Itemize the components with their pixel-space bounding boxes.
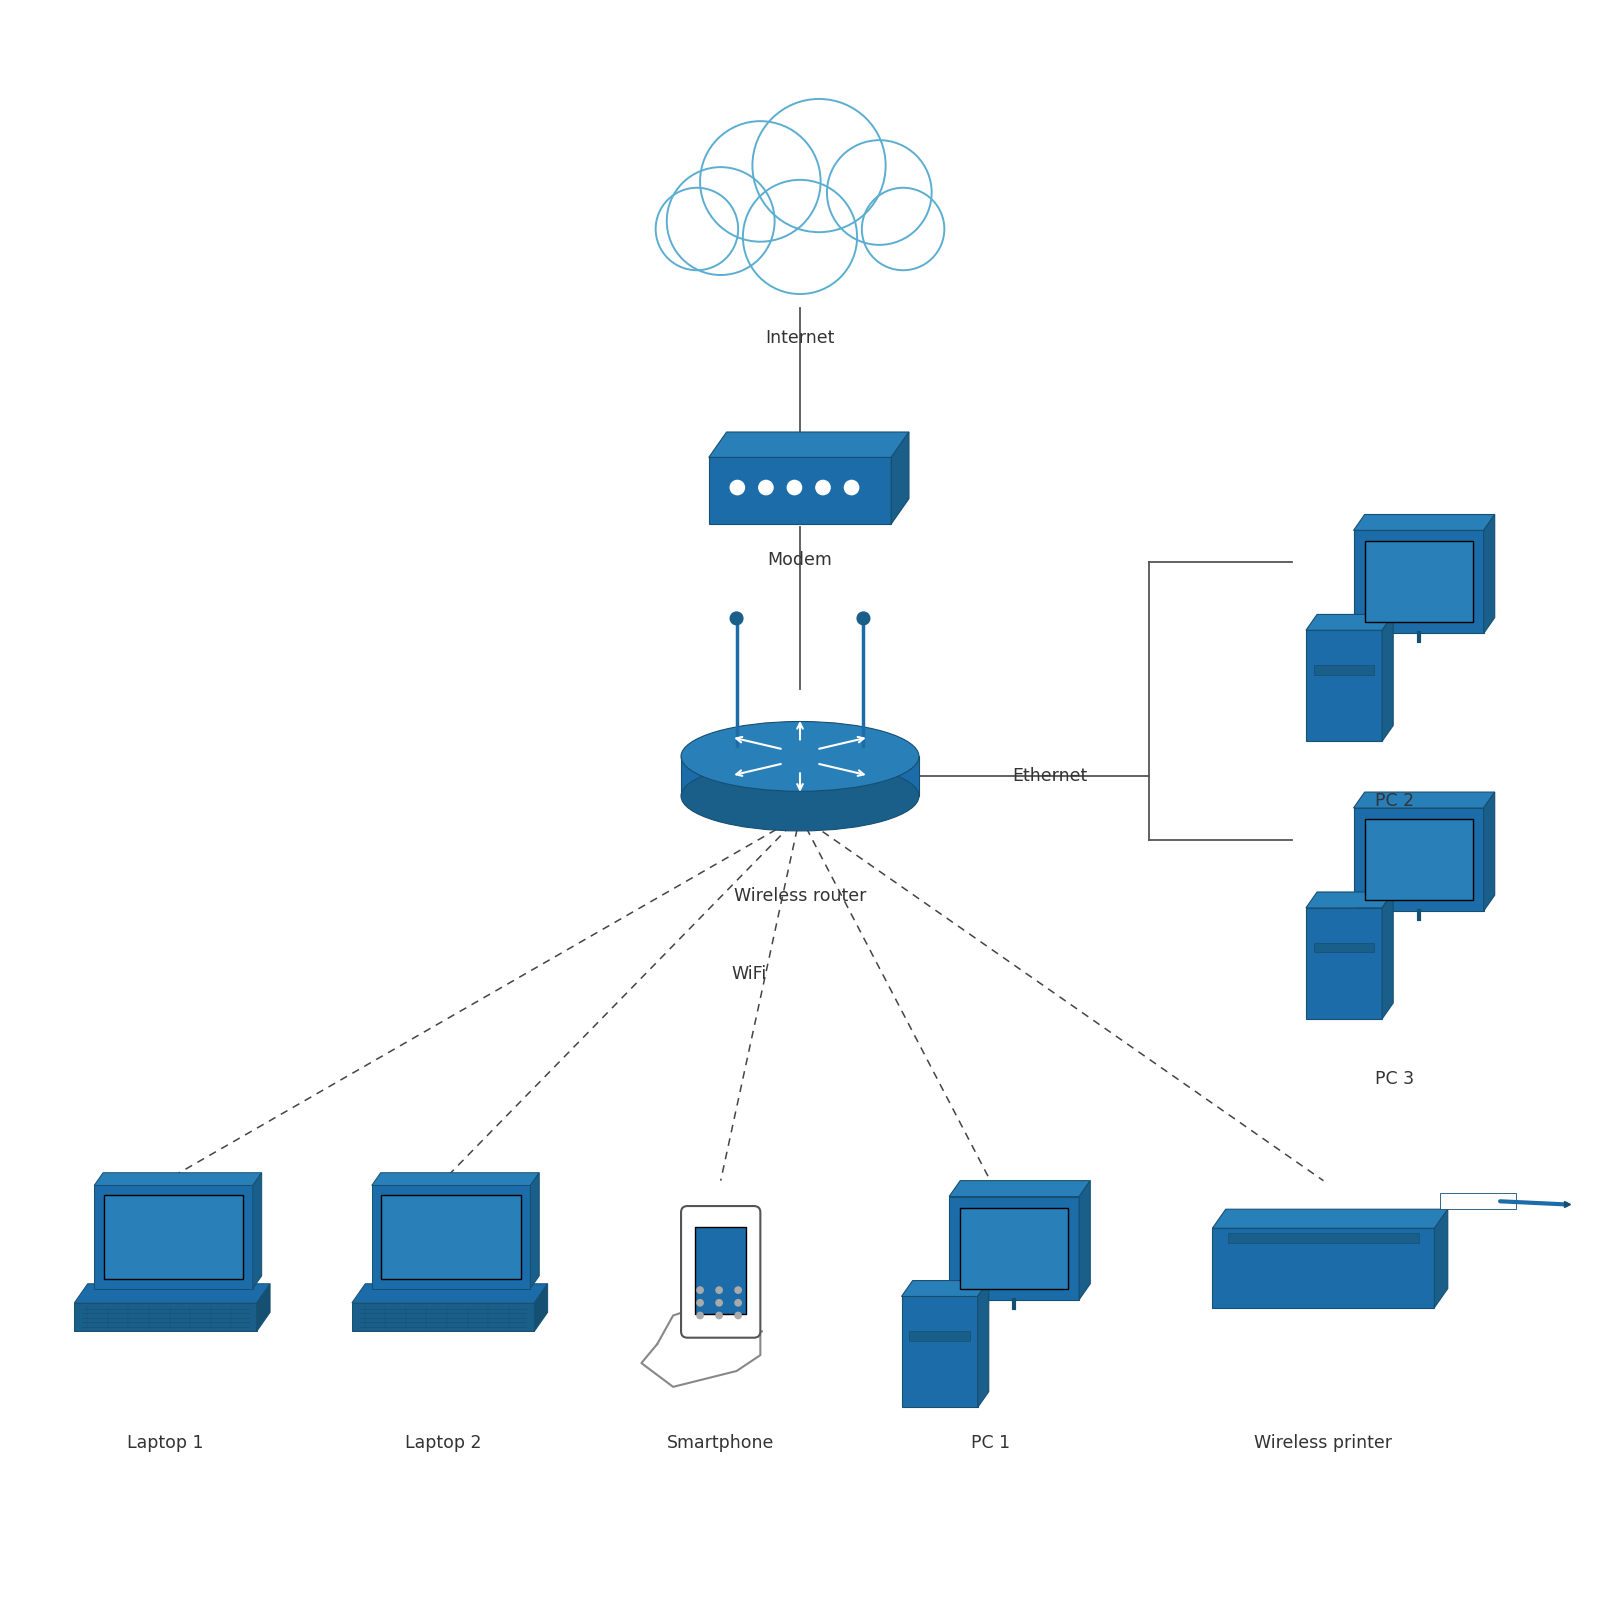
- Polygon shape: [74, 1283, 270, 1302]
- Polygon shape: [709, 432, 909, 458]
- Text: Modem: Modem: [768, 550, 832, 570]
- Polygon shape: [1354, 808, 1483, 910]
- FancyBboxPatch shape: [1365, 541, 1472, 622]
- Text: Laptop 1: Laptop 1: [128, 1435, 203, 1453]
- Polygon shape: [256, 1283, 270, 1331]
- FancyBboxPatch shape: [909, 1331, 970, 1341]
- Circle shape: [734, 1286, 741, 1293]
- Polygon shape: [1382, 614, 1394, 741]
- Polygon shape: [901, 1280, 989, 1296]
- Polygon shape: [709, 458, 891, 525]
- Polygon shape: [1306, 891, 1394, 907]
- Text: Smartphone: Smartphone: [667, 1435, 774, 1453]
- Circle shape: [734, 1299, 741, 1306]
- Circle shape: [715, 1312, 722, 1318]
- Polygon shape: [1435, 1210, 1448, 1307]
- Circle shape: [667, 166, 774, 275]
- FancyBboxPatch shape: [381, 1195, 522, 1278]
- Circle shape: [827, 141, 931, 245]
- Polygon shape: [1213, 1210, 1448, 1229]
- Polygon shape: [1440, 1194, 1515, 1210]
- FancyBboxPatch shape: [682, 1206, 760, 1338]
- Circle shape: [816, 480, 830, 494]
- FancyBboxPatch shape: [1314, 942, 1374, 952]
- Polygon shape: [682, 757, 918, 797]
- Circle shape: [701, 122, 821, 242]
- Polygon shape: [901, 1296, 978, 1408]
- Polygon shape: [1354, 530, 1483, 634]
- Circle shape: [715, 1286, 722, 1293]
- Polygon shape: [352, 1283, 547, 1302]
- Polygon shape: [1382, 891, 1394, 1019]
- Circle shape: [656, 187, 738, 270]
- Circle shape: [862, 187, 944, 270]
- Polygon shape: [1354, 792, 1494, 808]
- Circle shape: [742, 179, 858, 294]
- Circle shape: [698, 1299, 704, 1306]
- Polygon shape: [371, 1173, 539, 1186]
- Text: Ethernet: Ethernet: [1013, 768, 1088, 786]
- Text: PC 3: PC 3: [1376, 1070, 1414, 1088]
- FancyBboxPatch shape: [696, 1227, 746, 1314]
- Circle shape: [698, 1286, 704, 1293]
- Polygon shape: [1306, 614, 1394, 630]
- Polygon shape: [371, 1186, 530, 1288]
- Circle shape: [730, 480, 744, 494]
- Polygon shape: [1306, 630, 1382, 741]
- Polygon shape: [949, 1181, 1090, 1197]
- Polygon shape: [74, 1302, 256, 1331]
- Circle shape: [787, 480, 802, 494]
- Polygon shape: [949, 1197, 1078, 1299]
- FancyBboxPatch shape: [1229, 1234, 1419, 1243]
- Text: Laptop 2: Laptop 2: [405, 1435, 482, 1453]
- Text: PC 2: PC 2: [1376, 792, 1414, 810]
- Polygon shape: [891, 432, 909, 525]
- Circle shape: [698, 1312, 704, 1318]
- Polygon shape: [530, 1173, 539, 1288]
- Circle shape: [730, 613, 742, 624]
- Text: Internet: Internet: [765, 330, 835, 347]
- FancyBboxPatch shape: [104, 1195, 243, 1278]
- FancyBboxPatch shape: [960, 1208, 1069, 1288]
- FancyBboxPatch shape: [1365, 819, 1472, 899]
- Circle shape: [715, 1299, 722, 1306]
- Text: Wireless router: Wireless router: [734, 888, 866, 906]
- Polygon shape: [1354, 515, 1494, 530]
- Polygon shape: [352, 1302, 534, 1331]
- Text: WiFi: WiFi: [731, 965, 766, 984]
- FancyBboxPatch shape: [1314, 666, 1374, 675]
- Text: PC 1: PC 1: [971, 1435, 1010, 1453]
- Polygon shape: [1483, 792, 1494, 910]
- Polygon shape: [1306, 907, 1382, 1019]
- Circle shape: [845, 480, 859, 494]
- Polygon shape: [1483, 515, 1494, 634]
- Polygon shape: [253, 1173, 262, 1288]
- Polygon shape: [94, 1186, 253, 1288]
- Circle shape: [858, 613, 870, 624]
- Ellipse shape: [682, 762, 918, 830]
- Polygon shape: [94, 1173, 262, 1186]
- Text: Wireless printer: Wireless printer: [1254, 1435, 1392, 1453]
- Polygon shape: [1213, 1229, 1435, 1307]
- Circle shape: [734, 1312, 741, 1318]
- Polygon shape: [1078, 1181, 1090, 1299]
- Ellipse shape: [682, 722, 918, 792]
- Circle shape: [752, 99, 886, 232]
- Polygon shape: [534, 1283, 547, 1331]
- Circle shape: [758, 480, 773, 494]
- Polygon shape: [978, 1280, 989, 1408]
